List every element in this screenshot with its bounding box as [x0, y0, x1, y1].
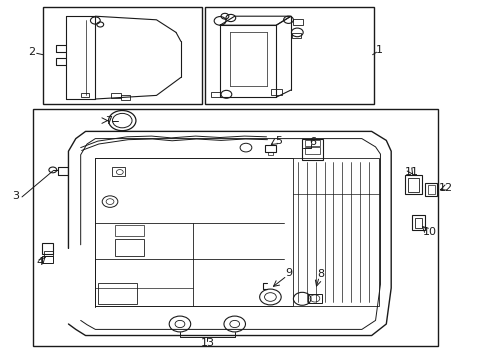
Bar [43, 7, 202, 104]
Bar [81, 93, 88, 97]
Bar [115, 239, 144, 256]
Bar [41, 256, 53, 263]
Text: 3: 3 [13, 191, 20, 201]
Bar [121, 95, 130, 100]
Bar [427, 185, 434, 194]
Bar [293, 19, 303, 25]
Text: 4: 4 [37, 257, 43, 267]
Text: 6: 6 [309, 137, 316, 147]
Text: 10: 10 [422, 227, 435, 237]
Text: 5: 5 [275, 136, 282, 147]
Bar [98, 283, 137, 304]
Text: 12: 12 [438, 183, 452, 193]
Text: 8: 8 [317, 269, 324, 279]
Bar [44, 251, 53, 256]
Bar [41, 243, 53, 254]
Bar [33, 109, 437, 346]
Bar [304, 140, 320, 146]
Text: 1: 1 [375, 45, 382, 55]
Bar [307, 294, 321, 303]
Text: 2: 2 [28, 47, 35, 57]
Text: 11: 11 [405, 167, 418, 177]
Bar [267, 152, 272, 155]
Bar [264, 145, 275, 152]
Bar [293, 158, 378, 306]
Bar [205, 7, 373, 104]
Bar [302, 139, 322, 160]
Bar [404, 175, 421, 194]
Bar [304, 147, 320, 154]
Bar [115, 225, 144, 236]
Bar [292, 33, 301, 38]
Bar [271, 89, 282, 95]
Bar [411, 215, 425, 230]
Text: 9: 9 [285, 268, 291, 278]
Bar [407, 178, 418, 192]
Bar [112, 167, 124, 176]
Bar [425, 183, 436, 196]
Bar [211, 92, 220, 97]
Text: 7: 7 [105, 116, 112, 126]
Text: 13: 13 [200, 338, 214, 348]
Bar [414, 218, 422, 228]
Bar [111, 93, 121, 98]
